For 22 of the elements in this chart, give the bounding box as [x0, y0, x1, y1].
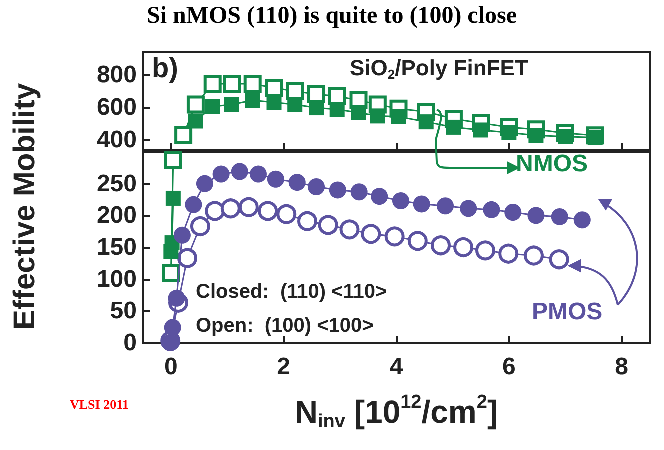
annotation: NMOS	[516, 150, 588, 178]
chart-title: Si nMOS (110) is quite to (100) close	[147, 3, 518, 29]
y-tick-label: 800	[96, 61, 137, 88]
y-tick-label: 250	[96, 170, 137, 198]
y-tick-label: 0	[124, 330, 137, 356]
y-tick-label: 600	[96, 94, 137, 122]
y-tick-label: 150	[96, 234, 137, 261]
x-tick-label: 4	[390, 354, 404, 380]
x-tick-label: 0	[164, 354, 178, 380]
annotation: Closed: (110) <110>	[196, 281, 388, 303]
y-axis-title: Effective Mobility	[8, 82, 42, 330]
y-tick-label: 100	[96, 266, 137, 293]
annotation: b)	[152, 52, 178, 84]
x-tick-label: 2	[277, 354, 291, 380]
text: VLSI 2011	[70, 397, 129, 412]
annotation: Open: (100) <100>	[196, 315, 374, 337]
y-tick-label: 200	[96, 202, 137, 230]
y-tick-label: 50	[110, 298, 137, 325]
x-tick-label: 8	[615, 354, 629, 380]
y-tick-label: 400	[96, 126, 137, 154]
annotation: PMOS	[532, 298, 603, 326]
x-tick-label: 6	[502, 354, 516, 380]
